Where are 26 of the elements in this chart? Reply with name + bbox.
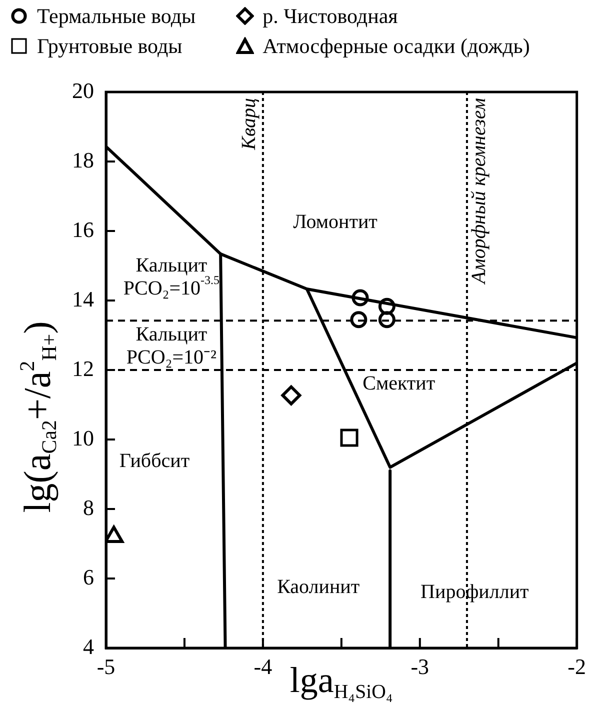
legend-label: р. Чистоводная xyxy=(262,3,398,30)
annotation: Кальцит PCO₂=10⁻² xyxy=(126,323,217,368)
annotation: Гиббсит xyxy=(119,450,190,472)
y-tick-label: 20 xyxy=(72,78,94,103)
x-tick-label: -5 xyxy=(96,654,116,679)
y-tick-label: 14 xyxy=(72,286,94,312)
annotation: Пирофиллит xyxy=(420,581,530,604)
ref-line-label: Кварц xyxy=(238,98,260,151)
x-tick-label: -2 xyxy=(568,654,586,679)
annotation: Ломонтит xyxy=(293,210,378,233)
legend-label: Атмосферные осадки (дождь) xyxy=(262,33,530,60)
annotation: Смектит xyxy=(362,372,436,395)
y-tick-label: 12 xyxy=(72,356,94,381)
y-tick-label: 10 xyxy=(72,425,94,450)
y-tick-label: 16 xyxy=(72,216,94,242)
y-tick-label: 18 xyxy=(72,147,94,172)
legend-label: Термальные воды xyxy=(37,3,196,30)
y-tick-label: 6 xyxy=(83,564,94,590)
x-axis-title: lga$_{H₄SiO₄}$ xyxy=(290,660,393,703)
ref-line-label: Аморфный кремнезем xyxy=(468,98,490,286)
y-tick-label: 8 xyxy=(83,494,94,520)
legend-label: Грунтовые воды xyxy=(37,33,182,60)
x-tick-label: -4 xyxy=(254,654,272,679)
x-tick-label: -3 xyxy=(410,654,430,679)
y-tick-label: 4 xyxy=(83,634,94,659)
annotation: Каолинит xyxy=(277,576,360,598)
